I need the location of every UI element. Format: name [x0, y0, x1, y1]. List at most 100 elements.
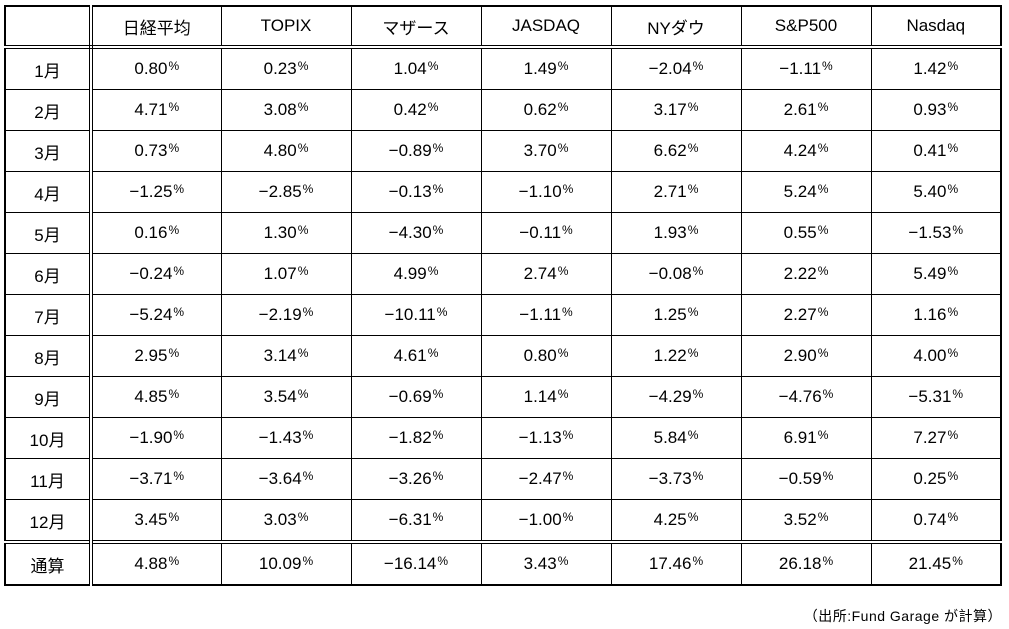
percent-sign: %: [427, 100, 439, 114]
month-label: 5月: [4, 212, 93, 254]
table-cell: −4.30%: [350, 212, 482, 254]
table-cell: −1.11%: [740, 46, 872, 90]
percent-sign: %: [297, 223, 309, 237]
table-row: 7月 −5.24% −2.19% −10.11% −1.11% 1.25% 2.27% 1.1…: [4, 294, 1002, 336]
percent-sign: %: [302, 305, 314, 319]
percent-sign: %: [947, 428, 959, 442]
table-cell: 3.03%: [220, 499, 352, 543]
percent-sign: %: [427, 346, 439, 360]
percent-sign: %: [557, 264, 569, 278]
percent-sign: %: [432, 469, 444, 483]
table-cell: 5.24%: [740, 171, 872, 213]
table-cell: −0.13%: [350, 171, 482, 213]
table-cell: 1.42%: [870, 46, 1002, 90]
table-row: 10月 −1.90% −1.43% −1.82% −1.13% 5.84% 6.91% 7.2…: [4, 417, 1002, 459]
table-cell: 2.95%: [90, 335, 222, 377]
table-row: 1月 0.80% 0.23% 1.04% 1.49% −2.04% −1.11% 1.42%: [4, 46, 1002, 90]
percent-sign: %: [947, 59, 959, 73]
percent-sign: %: [562, 469, 574, 483]
table-cell: 4.61%: [350, 335, 482, 377]
table-cell: 6.91%: [740, 417, 872, 459]
table-cell: −4.29%: [610, 376, 742, 418]
table-cell: 1.93%: [610, 212, 742, 254]
table-cell: −0.59%: [740, 458, 872, 500]
month-label: 8月: [4, 335, 93, 377]
table-cell: 1.14%: [480, 376, 612, 418]
table-cell: 2.22%: [740, 253, 872, 295]
table-cell: 3.70%: [480, 130, 612, 172]
percent-sign: %: [952, 223, 964, 237]
month-label: 9月: [4, 376, 93, 418]
table-cell: 4.00%: [870, 335, 1002, 377]
table-cell: 3.08%: [220, 89, 352, 131]
table-cell: −1.90%: [90, 417, 222, 459]
table-cell: 3.14%: [220, 335, 352, 377]
table-cell: −16.14%: [350, 540, 482, 586]
table-cell: 0.23%: [220, 46, 352, 90]
percent-sign: %: [947, 510, 959, 524]
percent-sign: %: [173, 469, 185, 483]
table-cell: 10.09%: [220, 540, 352, 586]
percent-sign: %: [947, 469, 959, 483]
table-cell: 1.16%: [870, 294, 1002, 336]
percent-sign: %: [297, 100, 309, 114]
month-label: 3月: [4, 130, 93, 172]
source-note: （出所:Fund Garage が計算）: [803, 608, 1002, 624]
percent-sign: %: [822, 469, 834, 483]
table-cell: 26.18%: [740, 540, 872, 586]
table-cell: −5.24%: [90, 294, 222, 336]
percent-sign: %: [297, 59, 309, 73]
table-row: 2月 4.71% 3.08% 0.42% 0.62% 3.17% 2.61% 0.93%: [4, 89, 1002, 131]
header-row: 日経平均 TOPIX マザース JASDAQ NYダウ S&P500 Nasdaq: [4, 5, 1002, 49]
percent-sign: %: [302, 469, 314, 483]
table-cell: −0.08%: [610, 253, 742, 295]
table-cell: 1.49%: [480, 46, 612, 90]
table-cell: 6.62%: [610, 130, 742, 172]
percent-sign: %: [168, 387, 180, 401]
percent-sign: %: [427, 264, 439, 278]
percent-sign: %: [817, 223, 829, 237]
month-label: 12月: [4, 499, 93, 543]
table-cell: −1.11%: [480, 294, 612, 336]
table-cell: 17.46%: [610, 540, 742, 586]
percent-sign: %: [432, 141, 444, 155]
table-row: 12月 3.45% 3.03% −6.31% −1.00% 4.25% 3.52% 0.74%: [4, 499, 1002, 543]
table-cell: 5.84%: [610, 417, 742, 459]
table-cell: 2.71%: [610, 171, 742, 213]
table-cell: 2.74%: [480, 253, 612, 295]
percent-sign: %: [687, 182, 699, 196]
table-cell: 3.54%: [220, 376, 352, 418]
percent-sign: %: [817, 305, 829, 319]
percent-sign: %: [432, 223, 444, 237]
percent-sign: %: [168, 141, 180, 155]
percent-sign: %: [168, 346, 180, 360]
table-row: 4月 −1.25% −2.85% −0.13% −1.10% 2.71% 5.24% 5.40…: [4, 171, 1002, 213]
column-header: TOPIX: [220, 5, 352, 49]
table-cell: 1.07%: [220, 253, 352, 295]
table-cell: 4.25%: [610, 499, 742, 543]
percent-sign: %: [168, 59, 180, 73]
table-cell: 0.55%: [740, 212, 872, 254]
table-cell: 3.52%: [740, 499, 872, 543]
table-cell: −6.31%: [350, 499, 482, 543]
percent-sign: %: [687, 346, 699, 360]
percent-sign: %: [302, 554, 314, 568]
percent-sign: %: [692, 264, 704, 278]
percent-sign: %: [817, 346, 829, 360]
percent-sign: %: [173, 264, 185, 278]
percent-sign: %: [817, 141, 829, 155]
percent-sign: %: [562, 510, 574, 524]
table-cell: −1.82%: [350, 417, 482, 459]
percent-sign: %: [687, 223, 699, 237]
percent-sign: %: [687, 141, 699, 155]
table-cell: 3.43%: [480, 540, 612, 586]
table-cell: 0.62%: [480, 89, 612, 131]
table-cell: −0.11%: [480, 212, 612, 254]
percent-sign: %: [692, 469, 704, 483]
percent-sign: %: [817, 100, 829, 114]
table-cell: −3.73%: [610, 458, 742, 500]
percent-sign: %: [562, 223, 573, 237]
percent-sign: %: [952, 387, 964, 401]
percent-sign: %: [947, 100, 959, 114]
